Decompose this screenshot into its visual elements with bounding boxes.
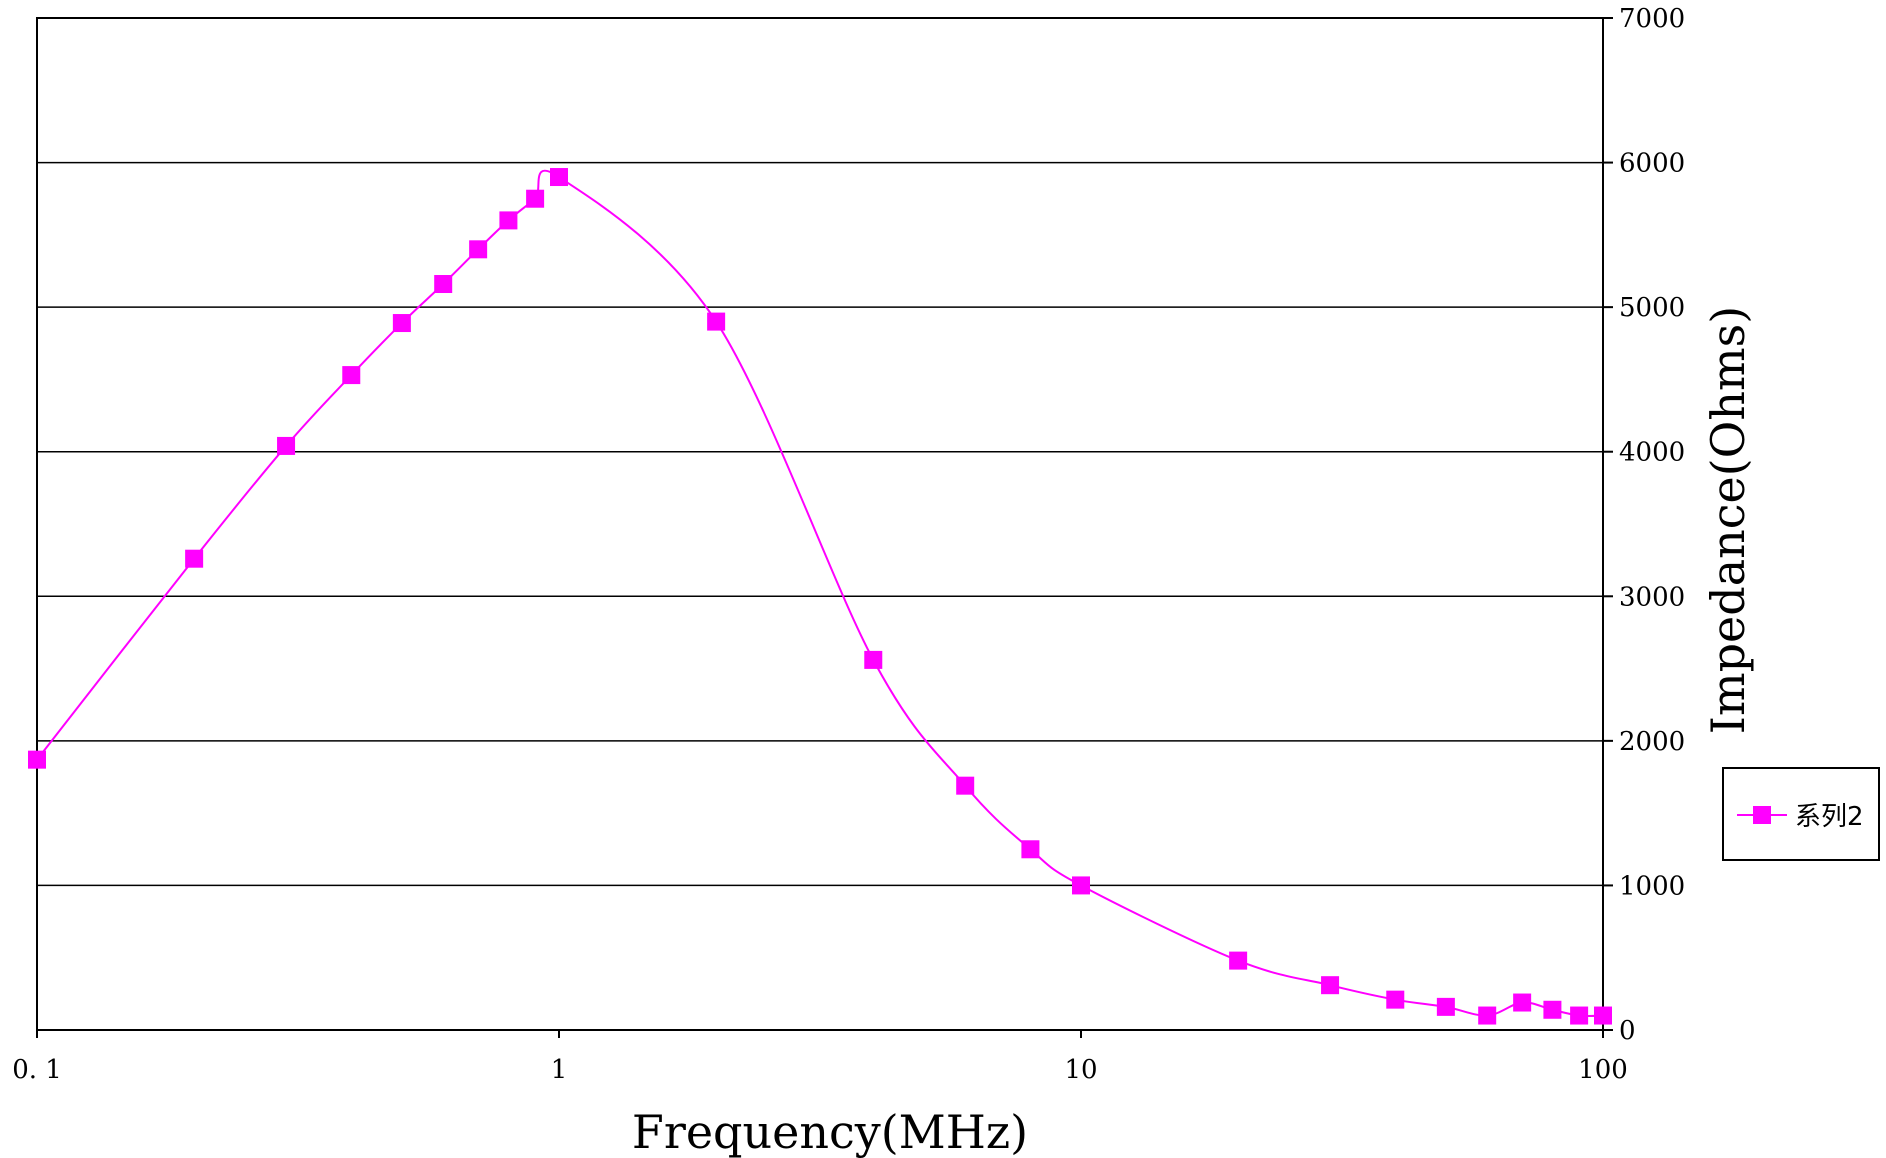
data-point [392, 314, 411, 333]
data-point [342, 366, 361, 385]
data-point [1543, 1000, 1562, 1019]
y-tick-label-0: 0 [1619, 1016, 1636, 1046]
data-point [526, 189, 545, 208]
data-point [1072, 876, 1090, 895]
x-tick-label-3: 100 [1578, 1055, 1628, 1085]
grid-lines [37, 161, 1603, 887]
data-point [707, 312, 726, 331]
y-tick-label-1: 1000 [1619, 871, 1685, 901]
y-axis: 0 1000 2000 3000 4000 5000 6000 7000 [1603, 4, 1685, 1046]
data-point [1513, 993, 1532, 1012]
data-point [956, 776, 975, 795]
y-tick-label-2: 2000 [1619, 727, 1685, 757]
x-axis: 0. 1 1 10 100 [12, 1030, 1628, 1085]
x-axis-title: Frequency(MHz) [632, 1105, 1028, 1158]
x-tick-label-0: 0. 1 [12, 1055, 62, 1085]
data-point [1321, 976, 1340, 995]
series-line [36, 169, 1604, 1017]
data-point [1594, 1006, 1612, 1025]
data-point [469, 240, 488, 259]
data-point [1021, 840, 1040, 859]
y-tick-label-5: 5000 [1619, 293, 1685, 323]
legend: 系列2 [1722, 767, 1880, 861]
data-point [550, 168, 568, 187]
x-tick-label-2: 10 [1064, 1055, 1097, 1085]
y-tick-label-7: 7000 [1619, 4, 1685, 34]
y-tick-label-6: 6000 [1619, 149, 1685, 179]
data-point [499, 211, 518, 230]
data-point [1436, 997, 1455, 1016]
series-layer [28, 168, 1612, 1025]
plot-area [36, 17, 1604, 1031]
data-point [1570, 1006, 1589, 1025]
data-point [1386, 990, 1405, 1009]
data-point [28, 750, 46, 769]
legend-label: 系列2 [1795, 802, 1864, 832]
y-axis-title: Impedance(Ohms) [1701, 306, 1755, 734]
y-tick-label-3: 3000 [1619, 582, 1685, 612]
legend-marker-swatch [1753, 806, 1771, 824]
data-point [1229, 951, 1248, 970]
data-point [1478, 1006, 1497, 1025]
x-tick-label-1: 1 [551, 1055, 568, 1085]
data-point [185, 549, 204, 568]
data-point [864, 650, 883, 669]
data-point [434, 275, 453, 294]
y-tick-label-4: 4000 [1619, 438, 1685, 468]
data-point [277, 436, 296, 455]
